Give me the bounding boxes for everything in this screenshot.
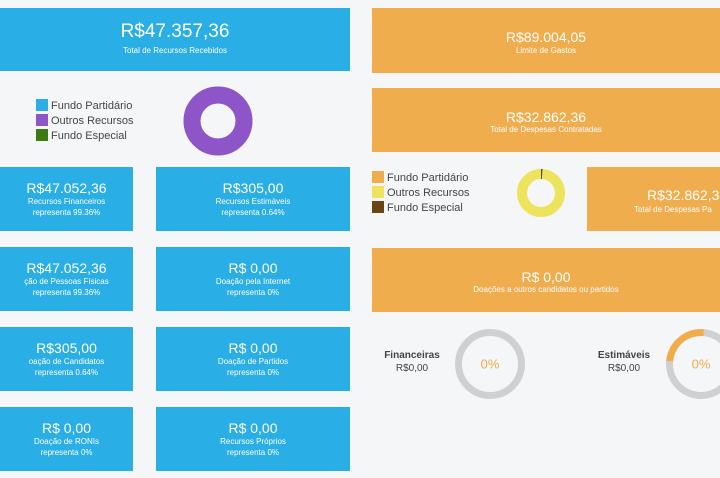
legend-fundo-especial: Fundo Especial: [372, 201, 470, 216]
card-value: R$47.052,36: [26, 260, 107, 276]
legend-swatch: [36, 99, 48, 111]
donut-slice-fundo-especial: [517, 169, 565, 217]
estimaveis-percent: 0%: [691, 356, 711, 372]
financeiras-title: Financeiras: [384, 350, 440, 361]
estimaveis-title: Estimáveis: [597, 350, 651, 361]
card-value: R$ 0,00: [228, 340, 278, 356]
legend-fundo-partidario: Fundo Partidário: [36, 99, 134, 114]
spending-limit-card: R$89.004,05 Limite de Gastos: [372, 8, 720, 73]
candidate-donations-card: R$305,00 oação de Candidatos representa …: [0, 327, 133, 391]
legend-swatch: [36, 114, 48, 126]
spending-limit-value: R$89.004,05: [505, 29, 587, 45]
card-label: oação de Candidatos: [28, 357, 105, 366]
card-share: representa 0.64%: [221, 208, 285, 217]
paid-expenses-value: R$32.862,36: [647, 187, 720, 203]
legend-outros-recursos: Outros Recursos: [36, 114, 134, 129]
contracted-expenses-card: R$32.862,36 Total de Despesas Contratada…: [372, 88, 720, 152]
card-label: Doação pela Internet: [215, 277, 291, 286]
estimaveis-summary: Estimáveis R$0,00: [584, 349, 664, 375]
card-label: Doação de RONIs: [34, 437, 99, 446]
card-share: representa 99.36%: [32, 208, 101, 217]
card-value: R$305,00: [36, 340, 97, 356]
legend-swatch: [372, 201, 384, 213]
expenses-legend: Fundo Partidário Outros Recursos Fundo E…: [372, 171, 470, 216]
financeiras-percent: 0%: [480, 356, 500, 372]
spending-limit-label: Limite de Gastos: [515, 46, 577, 55]
total-received-value: R$47.357,36: [120, 21, 230, 42]
card-label: Recursos Próprios: [220, 437, 286, 446]
card-value: R$ 0,00: [228, 420, 278, 436]
donations-to-others-card: R$ 0,00 Doações a outros candidatos ou p…: [372, 248, 720, 312]
card-label: ção de Pessoas Físicas: [24, 277, 109, 286]
card-share: representa 0%: [226, 288, 280, 297]
donut-slice-outros-recursos: [517, 169, 565, 217]
legend-swatch: [372, 171, 384, 183]
estimable-resources-card: R$305,00 Recursos Estimáveis representa …: [156, 167, 350, 231]
total-received-label: Total de Recursos Recebidos: [122, 46, 228, 55]
legend-outros-recursos: Outros Recursos: [372, 186, 470, 201]
card-label: Doação de Partidos: [217, 357, 289, 366]
paid-expenses-card: R$32.862,36 Total de Despesas Pa: [587, 167, 720, 231]
donations-to-others-value: R$ 0,00: [521, 269, 571, 285]
financial-resources-card: R$47.052,36 Recursos Financeiros represe…: [0, 167, 133, 231]
individual-donations-card: R$47.052,36 ção de Pessoas Físicas repre…: [0, 247, 133, 311]
paid-expenses-label: Total de Despesas Pa: [634, 205, 712, 214]
donations-to-others-label: Doações a outros candidatos ou partidos: [473, 285, 619, 294]
financeiras-summary: Financeiras R$0,00: [372, 349, 452, 375]
card-value: R$ 0,00: [41, 420, 92, 436]
own-resources-card: R$ 0,00 Recursos Próprios representa 0%: [156, 407, 350, 471]
received-donut-chart: [183, 86, 253, 156]
expenses-donut-chart: [517, 169, 565, 217]
total-received-card: R$47.357,36 Total de Recursos Recebidos: [0, 8, 350, 71]
card-share: representa 0%: [226, 448, 280, 457]
estimaveis-amount: R$0,00: [607, 363, 641, 374]
internet-donations-card: R$ 0,00 Doação pela Internet representa …: [156, 247, 350, 311]
financeiras-amount: R$0,00: [395, 363, 429, 374]
party-donations-card: R$ 0,00 Doação de Partidos representa 0%: [156, 327, 350, 391]
card-label: Recursos Estimáveis: [215, 197, 291, 206]
card-value: R$ 0,00: [228, 260, 278, 276]
legend-fundo-especial: Fundo Especial: [36, 129, 134, 144]
contracted-expenses-value: R$32.862,36: [505, 109, 587, 125]
card-value: R$305,00: [222, 180, 284, 196]
received-legend: Fundo Partidário Outros Recursos Fundo E…: [36, 99, 134, 144]
card-share: representa 0.64%: [34, 368, 99, 377]
contracted-expenses-label: Total de Despesas Contratadas: [490, 125, 602, 134]
card-share: representa 0%: [226, 368, 280, 377]
card-value: R$47.052,36: [26, 180, 107, 196]
legend-swatch: [36, 129, 48, 141]
donut-slice-outros-recursos: [183, 86, 253, 156]
legend-fundo-partidario: Fundo Partidário: [372, 171, 470, 186]
card-share: representa 99.36%: [32, 288, 101, 297]
roni-donations-card: R$ 0,00 Doação de RONIs representa 0%: [0, 407, 133, 471]
financeiras-progress-ring: 0%: [455, 329, 525, 399]
card-share: representa 0%: [40, 448, 93, 457]
card-label: Recursos Financeiros: [27, 197, 106, 206]
legend-swatch: [372, 186, 384, 198]
